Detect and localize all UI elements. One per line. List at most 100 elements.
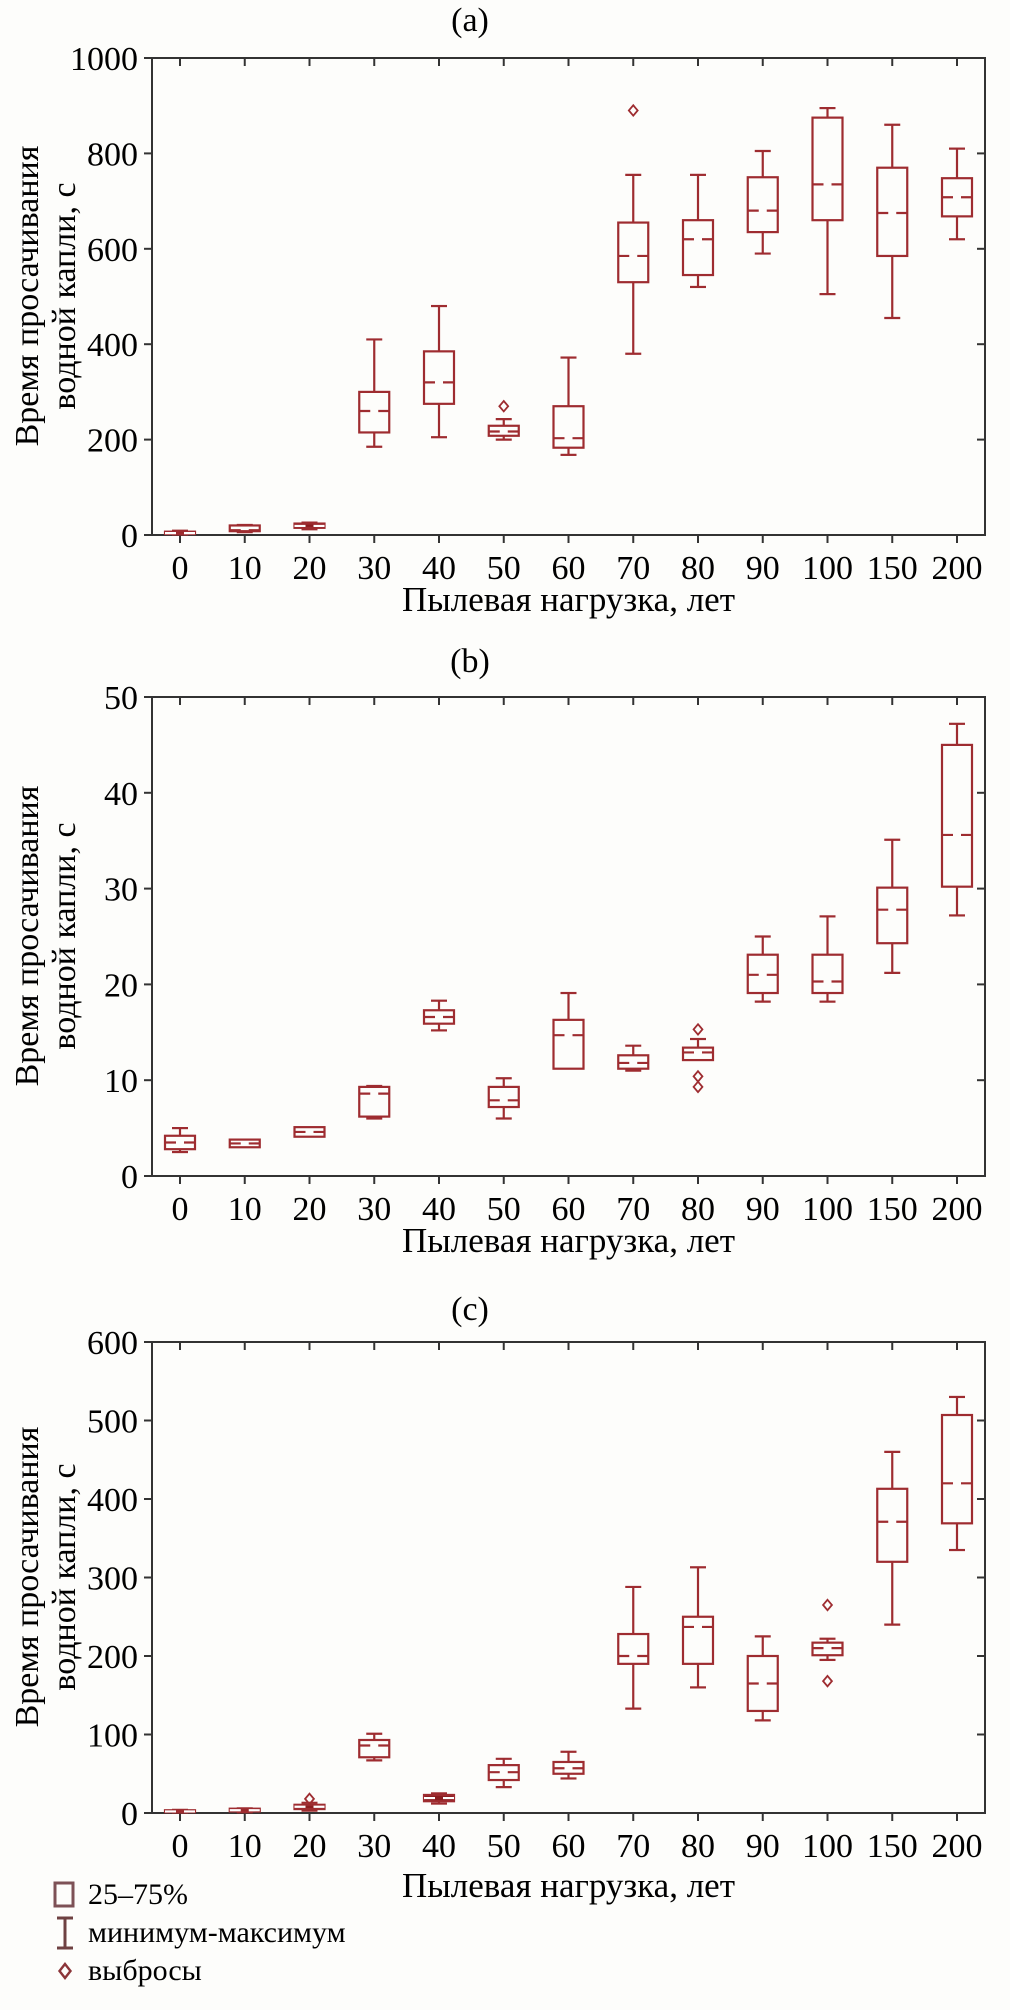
panel-a-y-axis-title: Время просачивания водной капли, с — [9, 36, 85, 556]
outlier-marker — [821, 1598, 834, 1612]
x-tick-label: 40 — [422, 1191, 456, 1228]
y-tick-label: 1000 — [70, 41, 138, 78]
outlier-marker — [303, 1792, 316, 1806]
y-tick-label: 20 — [104, 967, 138, 1004]
min-max-whisker-icon — [50, 1915, 80, 1951]
panel-c-x-axis-title: Пылевая нагрузка, лет — [401, 1866, 736, 1905]
iqr-box — [422, 350, 456, 405]
legend-label-minmax: минимум-максимум — [88, 1916, 346, 1949]
y-title-line-1: Время просачивания — [9, 785, 46, 1087]
plot-frame — [151, 1341, 986, 1814]
x-tick-label: 150 — [867, 1191, 918, 1228]
x-tick-label: 20 — [293, 550, 327, 587]
iqr-box — [811, 953, 844, 995]
y-tick-label: 600 — [87, 1325, 138, 1362]
x-tick-label: 90 — [746, 1191, 780, 1228]
x-tick-label: 200 — [932, 1828, 983, 1865]
x-tick-label: 70 — [616, 550, 650, 587]
x-tick-label: 100 — [802, 1828, 853, 1865]
y-tick-label: 500 — [87, 1404, 138, 1441]
legend-item-minmax: минимум-максимум — [50, 1914, 346, 1952]
x-tick-label: 200 — [932, 1191, 983, 1228]
iqr-box — [552, 1018, 585, 1070]
y-tick-label: 0 — [121, 1796, 138, 1833]
y-tick-label: 40 — [104, 776, 138, 813]
x-tick-label: 40 — [422, 550, 456, 587]
x-tick-label: 90 — [746, 550, 780, 587]
plot-frame — [151, 696, 986, 1177]
diamond-icon — [50, 1960, 80, 1982]
box-icon — [50, 1880, 80, 1910]
iqr-box — [876, 1487, 909, 1563]
outlier-marker — [821, 1674, 834, 1688]
y-tick-label: 100 — [87, 1718, 138, 1755]
outlier-marker — [627, 103, 639, 118]
y-tick-label: 300 — [87, 1561, 138, 1598]
panel-a-x-axis-title: Пылевая нагрузка, лет — [401, 580, 736, 619]
x-tick-label: 20 — [293, 1191, 327, 1228]
outlier-marker — [692, 1022, 704, 1037]
panel-c-title: (c) — [451, 1291, 489, 1328]
x-tick-label: 80 — [681, 1191, 715, 1228]
outlier-marker — [692, 1080, 704, 1094]
x-tick-label: 100 — [802, 1191, 853, 1228]
iqr-box — [681, 1615, 715, 1665]
y-tick-label: 0 — [121, 518, 138, 555]
x-tick-label: 100 — [802, 550, 853, 587]
plot-frame — [151, 57, 986, 536]
panel-b-title: (b) — [450, 643, 490, 680]
iqr-box — [940, 1413, 974, 1525]
panel-b-x-axis-title: Пылевая нагрузка, лет — [401, 1221, 736, 1260]
x-tick-label: 70 — [616, 1191, 650, 1228]
legend-label-iqr: 25–75% — [88, 1878, 188, 1911]
iqr-box — [940, 743, 974, 888]
x-tick-label: 60 — [552, 550, 586, 587]
y-title-line-2: водной капли, с — [46, 822, 83, 1050]
y-tick-label: 0 — [121, 1159, 138, 1196]
outlier-marker — [498, 399, 510, 413]
y-tick-label: 50 — [104, 680, 138, 717]
iqr-box — [358, 1085, 391, 1118]
iqr-box — [811, 116, 844, 222]
x-tick-label: 20 — [293, 1828, 327, 1865]
x-tick-label: 200 — [932, 550, 983, 587]
panel-a-title: (a) — [451, 2, 489, 39]
y-title-line-2: водной капли, с — [46, 182, 83, 410]
y-tick-label: 10 — [104, 1063, 138, 1100]
iqr-box — [358, 1738, 391, 1759]
iqr-box — [228, 524, 261, 533]
iqr-box — [681, 1046, 715, 1062]
x-tick-label: 60 — [552, 1828, 586, 1865]
iqr-box — [487, 1085, 520, 1109]
x-tick-label: 70 — [616, 1828, 650, 1865]
x-tick-label: 150 — [867, 1828, 918, 1865]
iqr-box — [617, 221, 650, 284]
outlier-marker — [692, 1069, 704, 1083]
y-tick-label: 200 — [87, 423, 138, 460]
y-title-line-1: Время просачивания — [9, 1426, 46, 1728]
panel-c-y-axis-title: Время просачивания водной капли, с — [9, 1317, 85, 1837]
x-tick-label: 40 — [422, 1828, 456, 1865]
x-tick-label: 0 — [172, 550, 189, 587]
y-tick-label: 800 — [87, 136, 138, 173]
x-tick-label: 0 — [172, 1828, 189, 1865]
x-tick-label: 10 — [228, 1828, 262, 1865]
iqr-box — [876, 166, 909, 258]
iqr-box — [617, 1632, 650, 1665]
iqr-box — [876, 886, 909, 945]
legend-label-outliers: выбросы — [88, 1954, 202, 1987]
legend-item-iqr: 25–75% — [50, 1876, 346, 1914]
x-tick-label: 50 — [487, 1828, 521, 1865]
x-tick-label: 50 — [487, 1191, 521, 1228]
x-tick-label: 60 — [552, 1191, 586, 1228]
x-tick-label: 50 — [487, 550, 521, 587]
y-title-line-2: водной капли, с — [46, 1463, 83, 1691]
legend: 25–75% минимум-максимум выбросы — [50, 1876, 346, 1990]
y-tick-label: 400 — [87, 1482, 138, 1519]
x-tick-label: 10 — [228, 550, 262, 587]
x-tick-label: 80 — [681, 550, 715, 587]
x-tick-label: 80 — [681, 1828, 715, 1865]
x-tick-label: 30 — [357, 1828, 391, 1865]
